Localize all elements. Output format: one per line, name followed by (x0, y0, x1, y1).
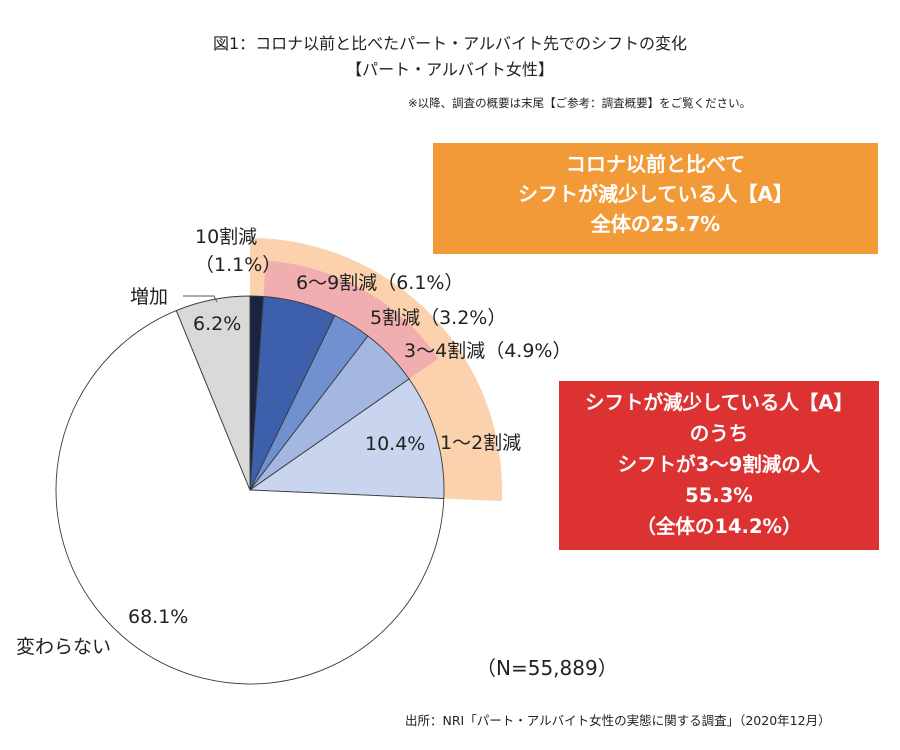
label-1-2wari: 1〜2割減 (440, 432, 522, 454)
pie-slice-5 (248, 378, 445, 499)
value-kawaranai: 68.1% (128, 606, 189, 628)
label-10wari: 10割減 (195, 226, 258, 248)
pie-slice-7 (175, 295, 251, 491)
callout-b-line-4: 55.3% (685, 484, 753, 507)
value-zouka: 6.2% (193, 313, 242, 335)
source-note: 出所：NRI「パート・アルバイト女性の実態に関する調査」（2020年12月） (405, 713, 831, 728)
callout-b-line-3: シフトが3〜9割減の人 (617, 453, 821, 476)
value-10wari: （1.1%） (195, 254, 282, 276)
value-1-2wari: 10.4% (365, 433, 426, 455)
survey-note: ※以降、調査の概要は末尾【ご参考：調査概要】をご覧ください。 (408, 96, 752, 110)
sample-size: （N=55,889） (476, 656, 618, 680)
label-zouka: 増加 (130, 286, 169, 308)
chart-subtitle: 【パート・アルバイト女性】 (346, 60, 554, 79)
callout-a-line-1: コロナ以前と比べて (565, 152, 746, 176)
label-5wari-text: 5割減 (370, 307, 421, 329)
label-5wari: 5割減（3.2%） (370, 303, 506, 330)
label-kawaranai: 変わらない (16, 636, 112, 658)
chart-title: 図1：コロナ以前と比べたパート・アルバイト先でのシフトの変化 (212, 34, 688, 53)
label-3-4wari-text: 3〜4割減 (404, 340, 486, 362)
leader-line-zouka (183, 295, 218, 303)
pie-slice-6 (55, 309, 445, 685)
label-3-4wari: 3〜4割減（4.9%） (404, 336, 571, 363)
callout-a-line-2: シフトが減少している人【A】 (518, 182, 793, 206)
callout-a-line-3: 全体の25.7% (590, 212, 721, 236)
label-6-9wari-text: 6〜9割減 (296, 272, 378, 294)
callout-b-line-5: （全体の14.2%） (636, 515, 802, 538)
callout-b-line-1: シフトが減少している人【A】 (584, 391, 853, 414)
label-6-9wari: 6〜9割減（6.1%） (296, 268, 463, 295)
value-3-4wari: （4.9%） (485, 340, 572, 362)
callout-b-line-2: のうち (689, 422, 749, 445)
value-5wari: （3.2%） (420, 307, 507, 329)
callout-a: コロナ以前と比べて シフトが減少している人【A】 全体の25.7% (433, 143, 878, 254)
value-6-9wari: （6.1%） (377, 272, 464, 294)
callout-b: シフトが減少している人【A】 のうち シフトが3〜9割減の人 55.3% （全体… (559, 381, 879, 550)
